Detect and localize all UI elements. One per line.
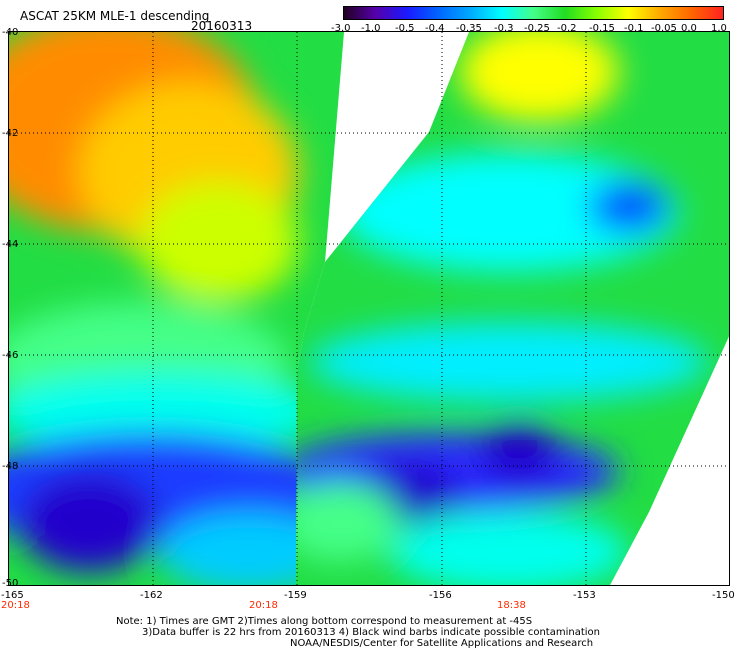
colorbar-label: -0.4 — [425, 23, 445, 34]
wind-map-panel — [8, 31, 730, 586]
note-line-1: Note: 1) Times are GMT 2)Times along bot… — [116, 616, 533, 627]
lat-label: -44 — [2, 239, 19, 250]
product-title: ASCAT 25KM MLE-1 descending — [20, 9, 210, 23]
colorbar-label: -0.15 — [589, 23, 615, 34]
lat-label: -42 — [2, 128, 19, 139]
colorbar-label: -0.1 — [624, 23, 644, 34]
lon-label: -162 — [140, 590, 163, 601]
note-line-3: NOAA/NESDIS/Center for Satellite Applica… — [290, 638, 594, 649]
time-label: 20:18 — [1, 600, 30, 611]
lat-label: -50 — [2, 578, 19, 589]
colorbar-label: -0.25 — [524, 23, 550, 34]
time-label: 18:38 — [497, 600, 526, 611]
lon-label: -156 — [429, 590, 452, 601]
left-swath — [9, 32, 344, 585]
colorbar-label: -0.5 — [395, 23, 415, 34]
lat-label: -46 — [2, 350, 19, 361]
colorbar-label: 0.0 — [681, 23, 697, 34]
colorbar-label: -0.2 — [557, 23, 577, 34]
colorbar — [343, 6, 724, 20]
lon-label: -153 — [573, 590, 596, 601]
lon-label: -159 — [284, 590, 307, 601]
colorbar-label: -0.35 — [456, 23, 482, 34]
wind-field-image — [9, 32, 729, 585]
lat-label: -48 — [2, 461, 19, 472]
colorbar-label: -0.3 — [494, 23, 514, 34]
lat-lon-grid — [9, 32, 729, 585]
time-label: 20:18 — [249, 600, 278, 611]
colorbar-label: -1.0 — [361, 23, 381, 34]
lon-label: -150 — [712, 590, 735, 601]
date-label: 20160313 — [191, 19, 253, 33]
colorbar-label: 1.0 — [711, 23, 727, 34]
colorbar-label: -3.0 — [331, 23, 351, 34]
note-line-2: 3)Data buffer is 22 hrs from 20160313 4)… — [142, 627, 600, 638]
lat-label: -40 — [2, 27, 19, 38]
lon-label: -165 — [1, 590, 24, 601]
right-swath — [296, 32, 729, 585]
colorbar-label: -0.05 — [651, 23, 677, 34]
